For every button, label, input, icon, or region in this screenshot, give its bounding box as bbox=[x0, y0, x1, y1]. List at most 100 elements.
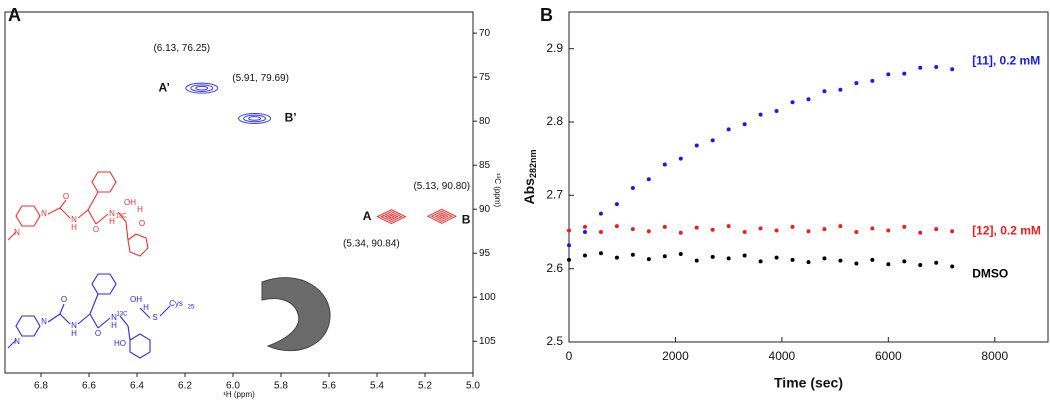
blue-structure bbox=[7, 273, 171, 359]
data-point bbox=[598, 230, 603, 234]
data-point bbox=[774, 228, 779, 233]
atom-label: O bbox=[95, 329, 101, 338]
series-label: [12], 0.2 mM bbox=[972, 223, 1041, 237]
data-point bbox=[902, 259, 907, 264]
data-point bbox=[582, 230, 587, 234]
contour-ring bbox=[384, 213, 399, 221]
data-point bbox=[582, 224, 587, 229]
contour-ring bbox=[438, 214, 446, 219]
data-point bbox=[934, 65, 939, 69]
data-point bbox=[567, 257, 571, 262]
x-tick-label: 6.0 bbox=[226, 381, 240, 392]
contour-ring bbox=[380, 211, 403, 223]
contour-ring bbox=[195, 85, 209, 91]
atom-label: H bbox=[111, 321, 117, 330]
atom-label: O bbox=[63, 192, 69, 201]
peak-name: A’ bbox=[158, 80, 169, 94]
peak-value-label: (5.13, 90.80) bbox=[413, 181, 470, 192]
data-point bbox=[790, 257, 795, 262]
data-point bbox=[662, 254, 667, 259]
series-label: DMSO bbox=[972, 267, 1008, 281]
data-point bbox=[902, 71, 907, 76]
series-label: [11], 0.2 mM bbox=[972, 53, 1040, 67]
atom-label: O bbox=[61, 295, 67, 304]
atom-label: Cys bbox=[169, 299, 183, 308]
contour-ring bbox=[248, 116, 262, 121]
x-tick-label: 6000 bbox=[875, 349, 902, 363]
peak bbox=[238, 112, 272, 124]
y-tick-label: 2.6 bbox=[546, 261, 563, 275]
data-point bbox=[918, 230, 923, 235]
y-tick-label: 105 bbox=[479, 336, 496, 347]
data-point bbox=[567, 228, 571, 233]
x-tick-label: 6.2 bbox=[178, 381, 192, 392]
y-tick-label: 100 bbox=[479, 292, 496, 303]
atom-label: 25 bbox=[188, 305, 195, 311]
data-point bbox=[838, 224, 843, 229]
data-point bbox=[774, 255, 779, 260]
y-tick-label: 75 bbox=[479, 72, 491, 83]
x-tick-label: 5.4 bbox=[370, 381, 384, 392]
atom-label: H bbox=[137, 205, 143, 214]
contour-ring bbox=[434, 212, 449, 220]
data-point bbox=[902, 224, 907, 229]
contour-ring bbox=[238, 112, 272, 124]
data-point bbox=[678, 230, 683, 235]
data-point bbox=[567, 243, 571, 248]
data-point bbox=[710, 138, 715, 143]
data-point bbox=[646, 177, 651, 182]
data-point bbox=[758, 259, 763, 264]
x-tick-label: 5.0 bbox=[466, 381, 480, 392]
x-tick-label: 5.8 bbox=[274, 381, 288, 392]
data-point bbox=[838, 258, 843, 263]
contour-ring bbox=[387, 214, 395, 219]
data-point bbox=[822, 227, 827, 232]
data-point bbox=[886, 72, 891, 77]
peak-name: A bbox=[363, 209, 372, 223]
data-point bbox=[630, 227, 635, 232]
data-point bbox=[934, 260, 939, 265]
data-point bbox=[614, 202, 619, 207]
data-point bbox=[790, 100, 795, 105]
atom-label: H bbox=[71, 329, 77, 338]
x-tick-label: 2000 bbox=[662, 349, 689, 363]
atom-label: HO bbox=[114, 339, 126, 348]
data-point bbox=[598, 251, 603, 256]
y-tick-label: 80 bbox=[479, 116, 491, 127]
y-tick-label: 90 bbox=[479, 204, 491, 215]
data-point bbox=[822, 89, 827, 94]
atom-label: N bbox=[71, 321, 77, 330]
x-tick-label: 0 bbox=[566, 349, 573, 363]
data-point bbox=[806, 97, 811, 102]
data-point bbox=[646, 257, 651, 262]
data-point bbox=[758, 226, 763, 231]
peak-name: B’ bbox=[285, 111, 297, 125]
data-point bbox=[870, 257, 875, 262]
data-point bbox=[918, 65, 923, 70]
contour-ring bbox=[190, 84, 214, 92]
y-axis-label: Abs282nm bbox=[521, 150, 539, 205]
data-point bbox=[950, 229, 955, 234]
contour-ring bbox=[426, 208, 457, 224]
data-point bbox=[806, 260, 811, 265]
x-tick-label: 5.2 bbox=[418, 381, 432, 392]
peak-value-label: (6.13, 76.25) bbox=[153, 43, 210, 54]
atom-label: N bbox=[71, 215, 77, 224]
data-point bbox=[662, 162, 667, 167]
data-point bbox=[806, 229, 811, 234]
atom-label: O bbox=[139, 219, 145, 228]
data-point bbox=[870, 78, 875, 83]
data-point bbox=[950, 67, 955, 72]
data-point bbox=[710, 254, 715, 259]
data-point bbox=[710, 227, 715, 232]
y-axis-label-main: Abs bbox=[521, 178, 537, 205]
data-point bbox=[598, 211, 603, 216]
y-tick-label: 2.8 bbox=[546, 114, 563, 128]
x-tick-label: 8000 bbox=[981, 349, 1008, 363]
y-tick-label: 95 bbox=[479, 248, 491, 259]
x-tick-label: 6.4 bbox=[130, 381, 144, 392]
x-axis-label: Time (sec) bbox=[774, 375, 843, 391]
contour-ring bbox=[185, 82, 219, 94]
x-tick-label: 4000 bbox=[769, 349, 796, 363]
